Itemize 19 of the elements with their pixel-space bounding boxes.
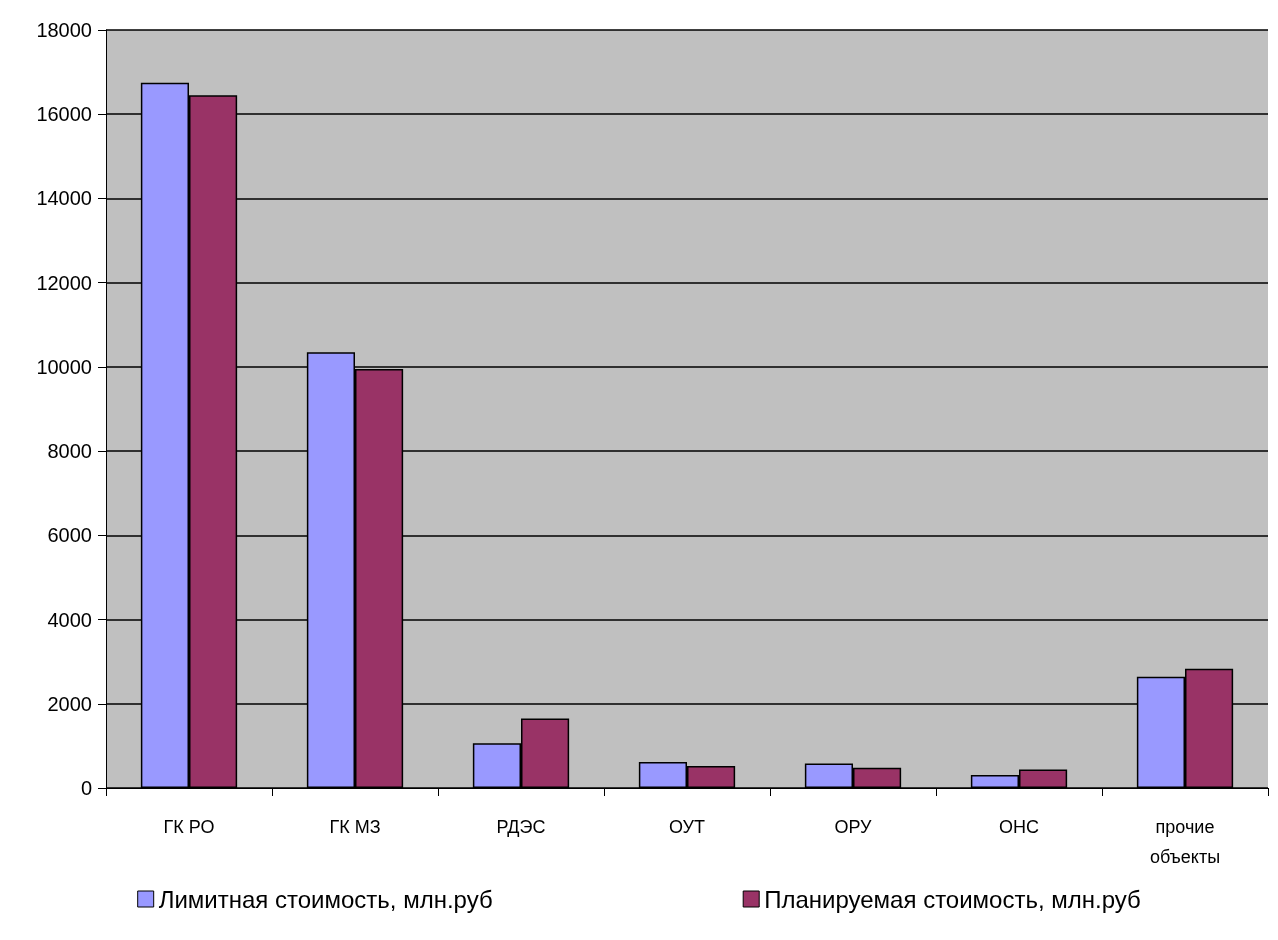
- y-tick-label: 18000: [36, 19, 92, 41]
- y-tick-label: 10000: [36, 355, 92, 378]
- x-tick-label: ОУТ: [668, 817, 706, 837]
- legend-label: Лимитная стоимость, млн.руб: [158, 885, 493, 913]
- x-tick-label: ГК РО: [163, 817, 215, 837]
- legend-label: Планируемая стоимость, млн.руб: [764, 885, 1141, 913]
- y-tick-label: 12000: [36, 271, 92, 294]
- y-tick-label: 4000: [47, 608, 92, 631]
- y-tick-label: 16000: [36, 103, 92, 126]
- y-tick-label: 2000: [47, 692, 92, 715]
- x-tick-label: ОНС: [999, 817, 1039, 837]
- x-tick-label: РДЭС: [496, 817, 546, 837]
- x-tick-label: прочие объекты: [1149, 817, 1221, 867]
- y-tick-label: 8000: [47, 440, 92, 463]
- x-tick-label: ГК МЗ: [329, 817, 381, 837]
- y-tick-label: 0: [80, 777, 92, 799]
- y-tick-label: 14000: [36, 187, 92, 210]
- y-tick-label: 6000: [47, 524, 92, 547]
- x-tick-label: ОРУ: [834, 817, 873, 837]
